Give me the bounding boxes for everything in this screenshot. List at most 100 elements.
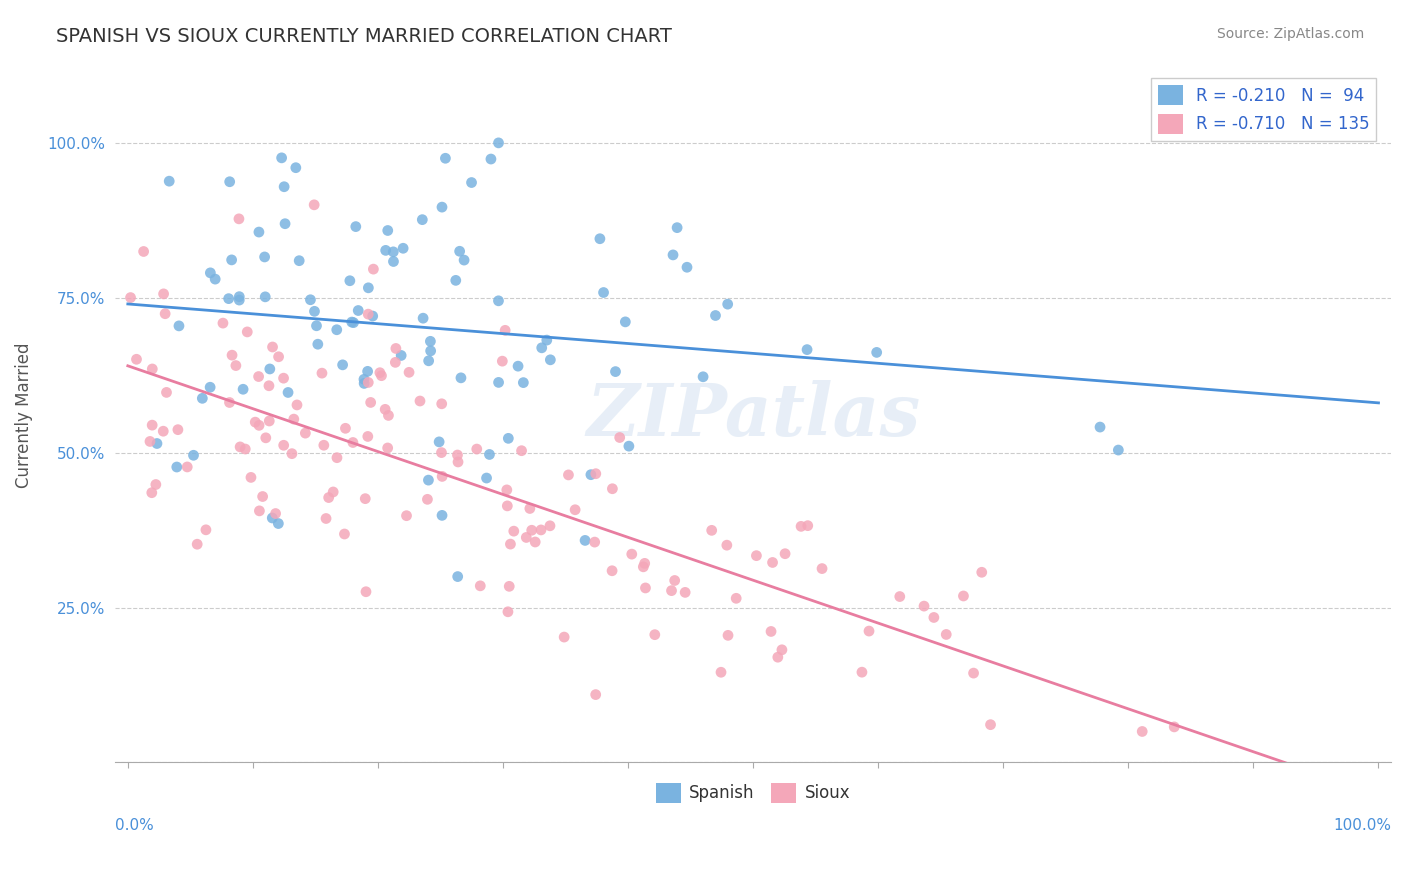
Point	[354, 491, 377, 506]
Point	[419, 334, 441, 349]
Point	[592, 285, 614, 300]
Point	[194, 523, 217, 537]
Point	[339, 274, 361, 288]
Point	[515, 531, 537, 545]
Point	[332, 358, 354, 372]
Point	[970, 566, 993, 580]
Point	[634, 557, 657, 571]
Point	[311, 366, 333, 380]
Point	[520, 523, 543, 537]
Point	[579, 467, 602, 482]
Point	[499, 537, 522, 551]
Point	[357, 429, 380, 443]
Point	[239, 470, 262, 484]
Point	[157, 174, 180, 188]
Point	[952, 589, 974, 603]
Point	[600, 564, 623, 578]
Point	[395, 508, 418, 523]
Point	[488, 376, 510, 390]
Point	[274, 217, 297, 231]
Point	[430, 469, 453, 483]
Point	[666, 220, 689, 235]
Point	[335, 421, 357, 435]
Point	[496, 605, 519, 619]
Point	[245, 415, 267, 429]
Text: Source: ZipAtlas.com: Source: ZipAtlas.com	[1216, 27, 1364, 41]
Y-axis label: Currently Married: Currently Married	[15, 343, 32, 488]
Point	[304, 304, 326, 318]
Point	[285, 398, 308, 412]
Point	[267, 516, 290, 531]
Point	[153, 307, 176, 321]
Point	[491, 354, 513, 368]
Point	[465, 442, 488, 456]
Point	[449, 244, 471, 259]
Point	[583, 535, 606, 549]
Point	[620, 547, 643, 561]
Point	[191, 392, 214, 406]
Point	[281, 447, 304, 461]
Point	[446, 448, 468, 462]
Legend: Spanish, Sioux: Spanish, Sioux	[650, 776, 858, 810]
Point	[283, 412, 305, 426]
Point	[186, 537, 208, 551]
Point	[228, 290, 250, 304]
Point	[228, 211, 250, 226]
Point	[167, 318, 190, 333]
Point	[478, 447, 501, 461]
Point	[498, 431, 520, 445]
Point	[294, 426, 316, 441]
Point	[866, 345, 889, 359]
Point	[132, 244, 155, 259]
Point	[259, 414, 281, 428]
Point	[692, 369, 714, 384]
Point	[267, 350, 290, 364]
Point	[377, 223, 399, 237]
Point	[315, 511, 337, 525]
Point	[538, 352, 561, 367]
Point	[430, 397, 453, 411]
Point	[347, 303, 370, 318]
Point	[510, 443, 533, 458]
Point	[962, 666, 984, 681]
Point	[357, 376, 380, 390]
Point	[360, 395, 382, 409]
Point	[745, 549, 768, 563]
Point	[225, 359, 247, 373]
Point	[766, 650, 789, 665]
Point	[398, 365, 420, 379]
Point	[273, 438, 295, 452]
Point	[851, 665, 873, 680]
Point	[354, 584, 377, 599]
Point	[475, 471, 498, 485]
Point	[152, 286, 174, 301]
Point	[634, 581, 657, 595]
Point	[357, 307, 380, 321]
Point	[264, 507, 287, 521]
Point	[262, 340, 284, 354]
Point	[1107, 443, 1129, 458]
Point	[377, 441, 399, 455]
Point	[385, 342, 408, 356]
Point	[152, 424, 174, 438]
Point	[605, 365, 627, 379]
Point	[530, 341, 553, 355]
Point	[912, 599, 935, 613]
Point	[146, 436, 169, 450]
Point	[498, 579, 520, 593]
Point	[427, 434, 450, 449]
Point	[585, 688, 607, 702]
Point	[1130, 724, 1153, 739]
Point	[773, 547, 796, 561]
Point	[218, 175, 240, 189]
Point	[377, 409, 399, 423]
Point	[342, 435, 364, 450]
Point	[418, 473, 440, 487]
Point	[710, 665, 733, 680]
Point	[538, 518, 561, 533]
Point	[221, 252, 243, 267]
Point	[233, 442, 256, 456]
Point	[212, 316, 235, 330]
Point	[797, 518, 820, 533]
Point	[717, 297, 740, 311]
